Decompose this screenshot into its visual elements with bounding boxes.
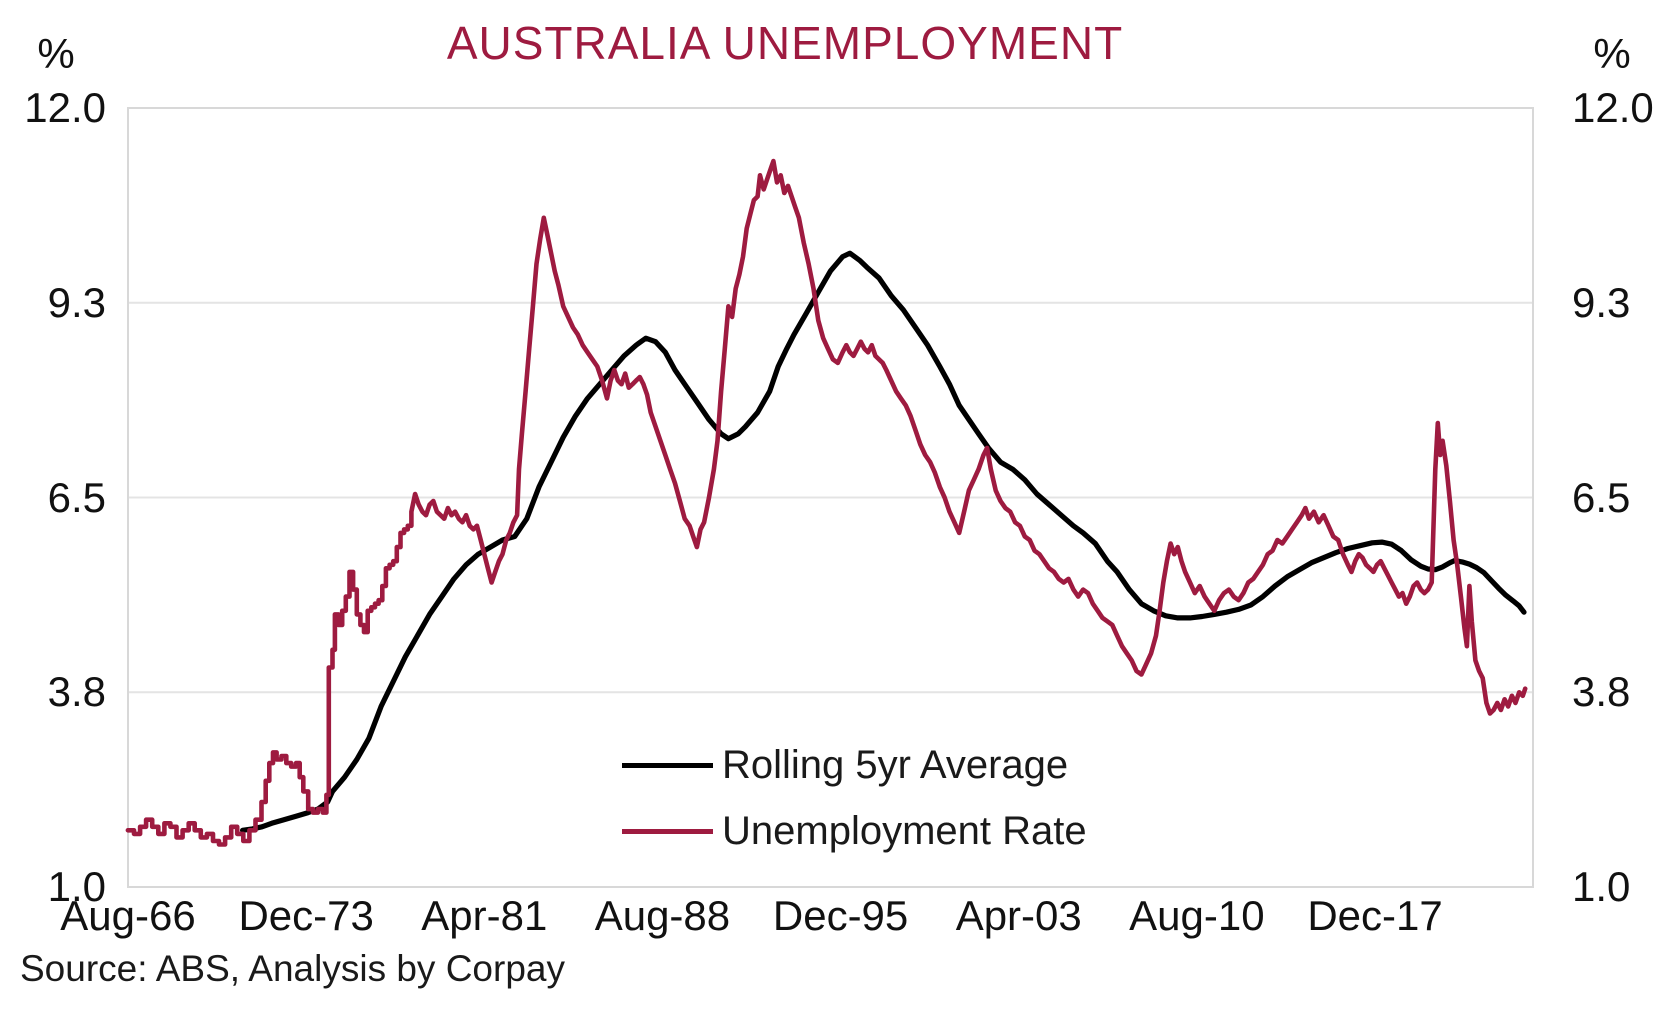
legend-line-swatch-crimson — [622, 828, 713, 834]
x-tick-label: Aug-10 — [1129, 892, 1265, 939]
source-note: Source: ABS, Analysis by Corpay — [20, 948, 565, 989]
y-tick-label-right: 6.5 — [1572, 473, 1631, 521]
y-tick-label-left: 3.8 — [47, 668, 106, 716]
x-tick-label: Dec-73 — [238, 892, 374, 939]
x-tick-label: Apr-81 — [421, 892, 548, 939]
y-tick-label-right: 12.0 — [1572, 84, 1654, 131]
y-tick-label-left: 9.3 — [47, 278, 106, 326]
x-tick-label: Aug-66 — [60, 892, 196, 939]
x-tick-label: Dec-95 — [772, 892, 909, 939]
legend-item-rolling-5yr-average: Rolling 5yr Average — [622, 740, 1087, 790]
x-tick-label: Apr-03 — [955, 892, 1082, 939]
y-tick-label-left: 6.5 — [47, 473, 106, 521]
y-tick-label-left: 12.0 — [24, 84, 106, 131]
y-tick-label-right: 1.0 — [1572, 863, 1631, 910]
legend-label: Unemployment Rate — [722, 808, 1087, 853]
plot-border — [127, 107, 1534, 888]
y-axis-unit-left: % — [37, 30, 75, 77]
chart-title: AUSTRALIA UNEMPLOYMENT — [446, 17, 1124, 69]
y-tick-label-right: 3.8 — [1572, 668, 1631, 716]
series-line-unemployment-rate — [125, 158, 1528, 847]
legend: Rolling 5yr Average Unemployment Rate — [622, 740, 1087, 872]
x-tick-label: Aug-88 — [594, 892, 731, 939]
y-tick-label-right: 9.3 — [1572, 278, 1631, 326]
x-tick-label: Dec-17 — [1307, 892, 1443, 939]
y-axis-unit-right: % — [1593, 30, 1631, 77]
series-line-rolling-5yr-average — [240, 250, 1527, 833]
legend-line-swatch-black — [622, 762, 713, 768]
legend-label: Rolling 5yr Average — [722, 742, 1069, 787]
legend-item-unemployment-rate: Unemployment Rate — [622, 806, 1087, 856]
y-tick-label-left: 1.0 — [47, 863, 106, 910]
